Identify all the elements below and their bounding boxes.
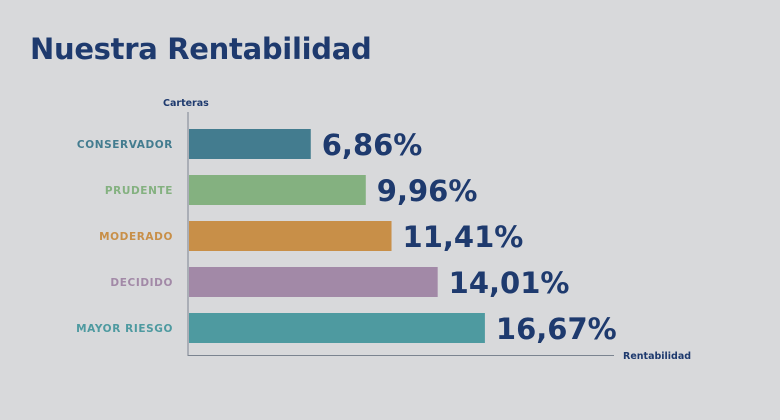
value-label-moderado: 11,41% <box>403 220 524 254</box>
bar-group: CONSERVADOR 6,86% PRUDENTE 9,96% MODERADO 11,… <box>76 128 617 346</box>
category-label-prudente: PRUDENTE <box>105 185 173 197</box>
value-label-prudente: 9,96% <box>377 174 478 208</box>
category-label-conservador: CONSERVADOR <box>77 139 173 151</box>
value-label-decidido: 14,01% <box>449 266 570 300</box>
bar-conservador <box>189 129 311 159</box>
page-title: Nuestra Rentabilidad <box>30 32 372 66</box>
bar-prudente <box>189 175 366 205</box>
category-label-moderado: MODERADO <box>99 231 173 243</box>
category-label-mayor-riesgo: MAYOR RIESGO <box>76 323 173 335</box>
category-label-decidido: DECIDIDO <box>110 277 173 289</box>
value-label-conservador: 6,86% <box>322 128 423 162</box>
bar-decidido <box>189 267 438 297</box>
y-axis-label: Carteras <box>163 98 209 109</box>
x-axis-label: Rentabilidad <box>623 351 691 362</box>
bar-mayor-riesgo <box>189 313 485 343</box>
bar-moderado <box>189 221 392 251</box>
value-label-mayor-riesgo: 16,67% <box>496 312 617 346</box>
